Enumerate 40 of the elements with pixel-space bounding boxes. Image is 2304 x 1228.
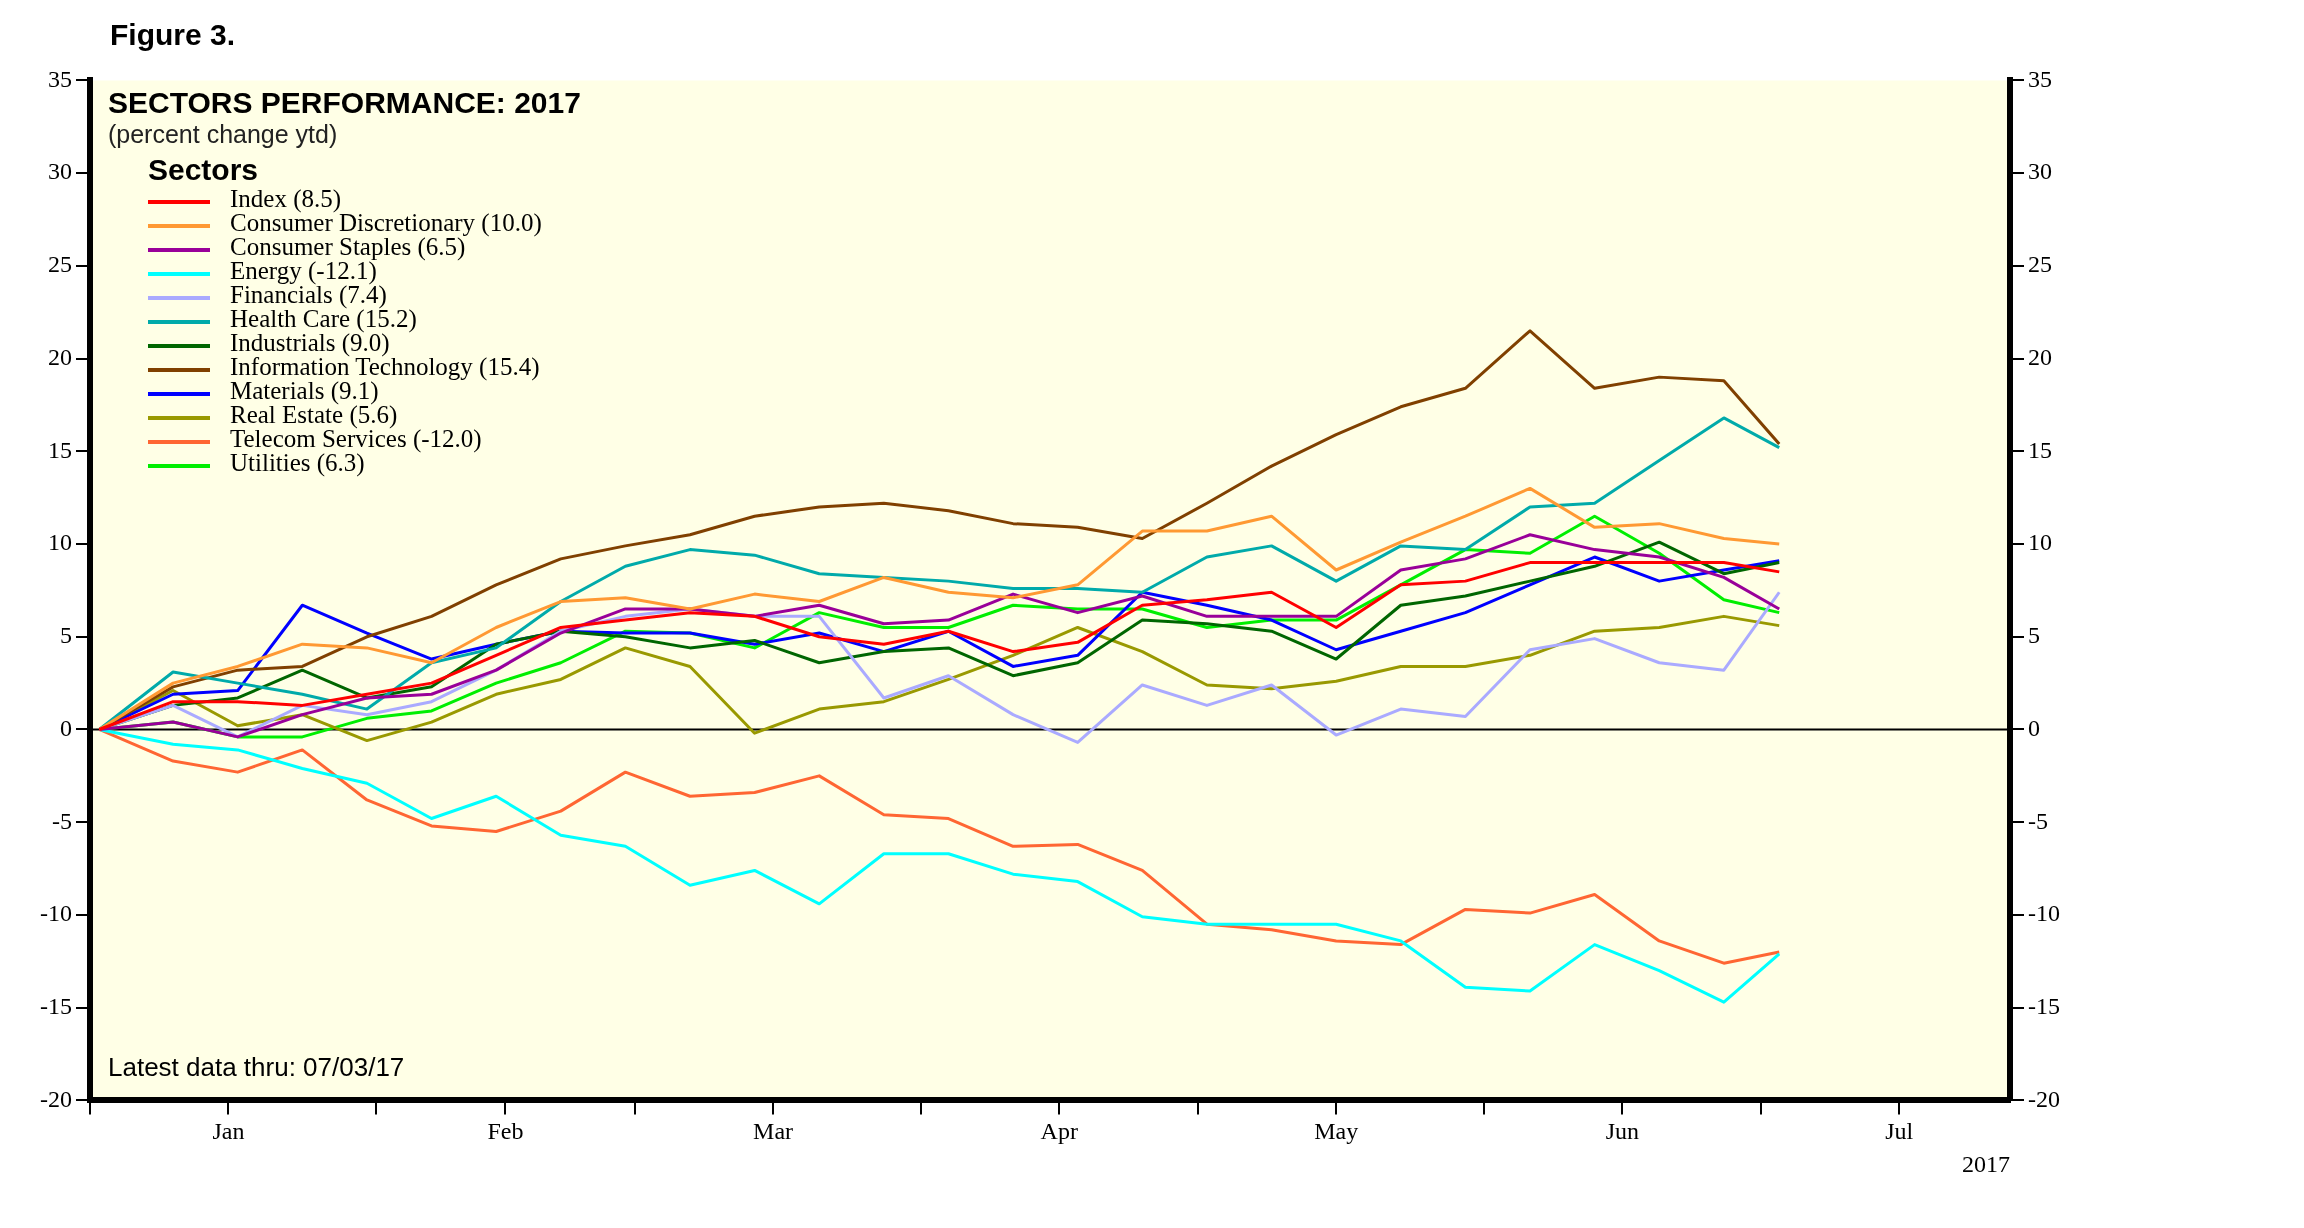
x-tick-label: Mar	[753, 1118, 794, 1145]
y2-tick-label: 10	[2028, 529, 2053, 556]
y-tick-label: 25	[47, 251, 72, 278]
legend-label: Utilities (6.3)	[229, 449, 365, 477]
y-tick-label: 30	[47, 158, 72, 185]
y2-tick-label: -5	[2028, 807, 2049, 834]
x-tick-label: Jul	[1885, 1118, 1914, 1145]
y-tick-label: 5	[59, 622, 72, 649]
x-tick-label: Feb	[487, 1118, 524, 1145]
y-tick-label: -15	[39, 992, 72, 1019]
y-tick-label: -5	[51, 807, 72, 834]
y2-tick-label: 20	[2028, 343, 2053, 370]
text: (percent change ytd)	[107, 120, 339, 150]
y2-tick-label: 25	[2028, 251, 2053, 278]
y-tick-label: 15	[47, 436, 72, 463]
legend-title: Sectors	[147, 153, 260, 188]
chart-title: SECTORS PERFORMANCE: 2017	[107, 86, 581, 121]
y-tick-label: 10	[47, 529, 72, 556]
legend-label: Materials (9.1)	[229, 377, 379, 405]
x-tick-label: Jan	[212, 1118, 245, 1145]
y2-tick-label: -10	[2028, 900, 2061, 927]
x-tick-label: May	[1314, 1118, 1359, 1145]
annotation: Latest data thru: 07/03/17	[107, 1052, 405, 1084]
y-tick-label: 20	[47, 343, 72, 370]
y2-tick-label: 30	[2028, 158, 2053, 185]
x-axis-title: 2017	[1962, 1150, 2011, 1177]
y-tick-label: 35	[47, 65, 72, 92]
y2-tick-label: -15	[2028, 992, 2061, 1019]
y2-tick-label: 35	[2028, 65, 2053, 92]
x-tick-label: Jun	[1605, 1118, 1639, 1145]
y2-tick-label: 5	[2028, 622, 2041, 649]
y2-tick-label: -20	[2028, 1085, 2061, 1112]
y-tick-label: -10	[39, 900, 72, 927]
y2-tick-label: 0	[2028, 714, 2041, 741]
y-tick-label: -20	[39, 1085, 72, 1112]
caption: Figure 3.	[110, 18, 236, 52]
y2-tick-label: 15	[2028, 436, 2053, 463]
x-tick-label: Apr	[1040, 1118, 1078, 1145]
legend-label: Index (8.5)	[229, 185, 342, 213]
y-tick-label: 0	[59, 714, 72, 741]
